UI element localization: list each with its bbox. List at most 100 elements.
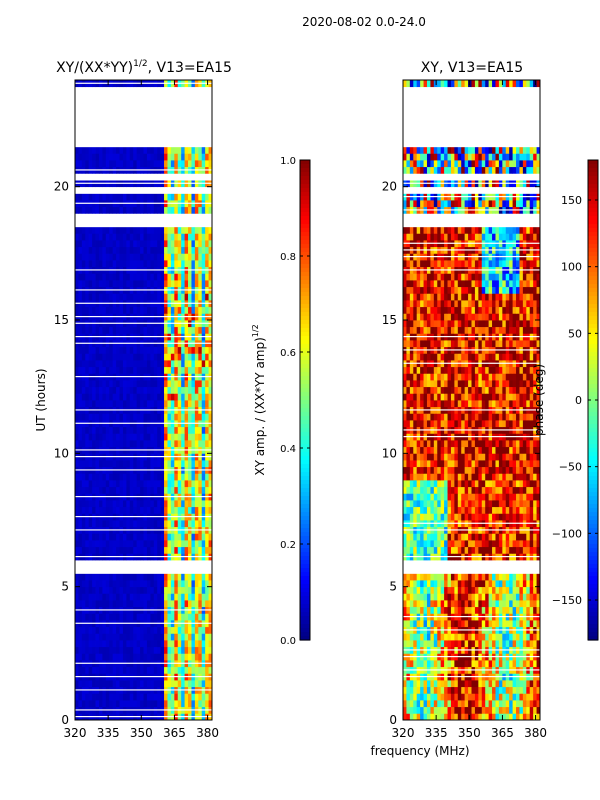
colorbar-cell <box>300 328 310 333</box>
heat-cell <box>133 580 138 588</box>
heat-cell <box>481 640 486 648</box>
heat-cell <box>75 386 79 394</box>
heat-cell <box>150 506 155 514</box>
heat-cell <box>170 653 175 661</box>
heat-cell <box>177 680 182 688</box>
colorbar-cell <box>300 448 310 453</box>
heat-cell <box>526 513 531 521</box>
flagged-line <box>75 676 212 678</box>
heat-cell <box>526 573 531 581</box>
heat-cell <box>426 473 431 481</box>
heat-cell <box>450 586 455 594</box>
heat-cell <box>464 540 469 548</box>
heat-cell <box>188 226 192 234</box>
heat-cell <box>502 693 507 701</box>
heat-cell <box>492 513 496 521</box>
heat-cell <box>160 353 165 361</box>
heat-cell <box>208 533 213 541</box>
heat-cell <box>150 486 155 494</box>
heat-cell <box>495 706 500 714</box>
heat-cell <box>164 593 168 601</box>
heat-cell <box>481 466 486 474</box>
heat-cell <box>474 680 479 688</box>
flagged-row <box>75 100 212 108</box>
heat-cell <box>157 433 162 441</box>
heat-cell <box>102 153 107 161</box>
heat-cell <box>109 540 114 548</box>
heat-cell <box>505 693 510 701</box>
heat-cell <box>133 693 138 701</box>
heat-cell <box>143 193 148 201</box>
heat-cell <box>81 393 86 401</box>
heat-cell <box>98 233 103 241</box>
heat-cell <box>164 346 168 354</box>
heat-cell <box>447 460 452 468</box>
heat-cell <box>105 240 110 248</box>
heat-cell <box>112 506 117 514</box>
heat-cell <box>495 680 500 688</box>
heat-cell <box>512 586 517 594</box>
heat-cell <box>437 580 442 588</box>
heat-cell <box>75 646 79 654</box>
heat-cell <box>522 686 527 694</box>
heat-cell <box>92 293 96 301</box>
heat-cell <box>112 666 117 674</box>
heat-cell <box>184 206 189 214</box>
heat-cell <box>433 473 438 481</box>
heat-cell <box>105 480 110 488</box>
heat-cell <box>198 473 203 481</box>
heat-cell <box>129 246 134 254</box>
heat-cell <box>444 693 448 701</box>
heat-cell <box>420 593 424 601</box>
heat-cell <box>105 680 110 688</box>
heat-cell <box>529 460 534 468</box>
heat-cell <box>471 466 476 474</box>
heat-cell <box>78 520 83 528</box>
heat-cell <box>191 693 196 701</box>
heat-cell <box>505 513 510 521</box>
colorbar-cell <box>300 496 310 501</box>
colorbar-cell <box>300 388 310 393</box>
heat-cell <box>198 533 203 541</box>
heat-cell <box>143 653 148 661</box>
heat-cell <box>509 540 513 548</box>
heat-cell <box>129 413 134 421</box>
heat-cell <box>495 713 500 721</box>
heat-cell <box>457 513 462 521</box>
heat-cell <box>157 486 162 494</box>
heat-cell <box>102 193 107 201</box>
heat-cell <box>150 533 155 541</box>
heat-cell <box>461 593 466 601</box>
heat-cell <box>129 153 134 161</box>
heat-cell <box>75 506 79 514</box>
heat-cell <box>92 413 96 421</box>
heat-cell <box>447 580 452 588</box>
heat-cell <box>464 460 469 468</box>
heat-cell <box>464 700 469 708</box>
heat-cell <box>505 533 510 541</box>
heat-cell <box>126 640 131 648</box>
heat-cell <box>126 413 131 421</box>
heat-cell <box>205 613 209 621</box>
heat-cell <box>420 706 424 714</box>
heat-cell <box>198 460 203 468</box>
heat-cell <box>122 386 127 394</box>
heat-cell <box>191 573 196 581</box>
heat-cell <box>526 466 531 474</box>
heat-cell <box>533 546 537 554</box>
heat-cell <box>157 506 162 514</box>
heat-cell <box>116 520 120 528</box>
heat-cell <box>430 466 435 474</box>
heat-cell <box>194 666 199 674</box>
heat-cell <box>471 486 476 494</box>
heat-cell <box>184 626 189 634</box>
heat-cell <box>129 600 134 608</box>
heat-cell <box>150 233 155 241</box>
heat-cell <box>92 233 96 241</box>
heat-cell <box>403 533 407 541</box>
heat-cell <box>112 693 117 701</box>
heat-cell <box>102 633 107 641</box>
heat-cell <box>160 280 165 288</box>
heat-cell <box>471 493 476 501</box>
heat-cell <box>409 540 414 548</box>
